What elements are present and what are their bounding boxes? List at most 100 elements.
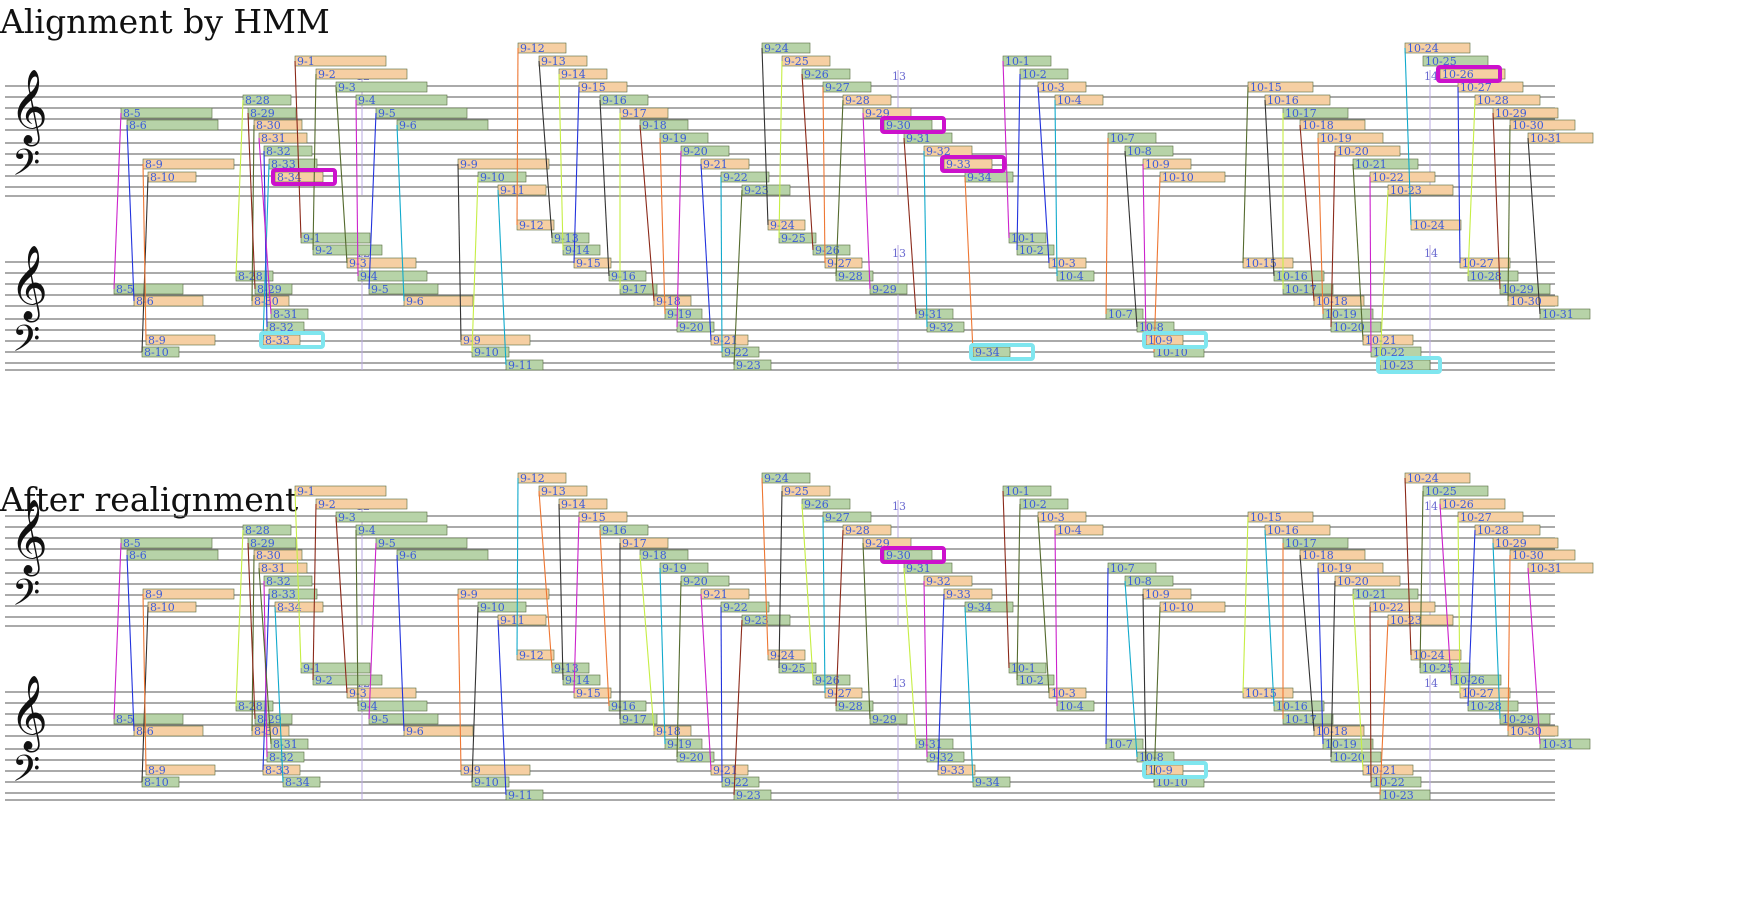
performance-note-label: 10-7: [1108, 308, 1133, 321]
performance-note-label: 9-24: [770, 219, 795, 232]
extra-note-highlight: [1142, 761, 1208, 779]
score-note-label: 10-19: [1320, 562, 1352, 575]
score-note-label: 9-5: [378, 107, 396, 120]
alignment-line: [274, 606, 284, 783]
alignment-line: [1037, 516, 1050, 694]
score-note-label: 9-14: [561, 68, 586, 81]
score-note-label: 8-29: [250, 537, 275, 550]
performance-note-label: 8-9: [148, 334, 166, 347]
performance-note-label: 8-33: [265, 764, 290, 777]
performance-note-label: 9-20: [679, 321, 704, 334]
alignment-line: [355, 99, 359, 277]
performance-note-label: 9-28: [838, 270, 863, 283]
alignment-line: [1330, 580, 1336, 758]
score-note-label: 10-26: [1442, 68, 1474, 81]
alignment-line: [1404, 47, 1412, 226]
panel-title-realigned: After realignment: [0, 480, 299, 519]
bass-clef-icon: 𝄢: [12, 142, 40, 193]
alignment-line: [497, 189, 507, 366]
performance-note-label: 10-4: [1059, 700, 1084, 713]
score-note-label: 9-26: [804, 498, 829, 511]
performance-note-label: 9-22: [724, 346, 749, 359]
alignment-line: [251, 554, 255, 732]
alignment-line: [558, 503, 564, 681]
alignment-line: [923, 150, 928, 328]
alignment-line: [1404, 477, 1412, 656]
measure-number: 14: [1424, 247, 1438, 260]
score-note-label: 10-30: [1512, 119, 1544, 132]
score-note-label: 10-15: [1250, 81, 1282, 94]
alignment-line: [1507, 124, 1511, 302]
score-note-label: 10-20: [1337, 145, 1369, 158]
alignment-line: [1507, 554, 1511, 732]
score-note-label: 9-19: [662, 132, 687, 145]
alignment-line: [335, 516, 348, 694]
score-note-label: 10-7: [1110, 132, 1135, 145]
performance-note-label: 9-21: [713, 764, 738, 777]
score-note-label: 8-10: [150, 171, 175, 184]
score-note-label: 10-15: [1250, 511, 1282, 524]
measure-number: 14: [1424, 677, 1438, 690]
alignment-line: [516, 47, 519, 226]
performance-note-label: 9-2: [315, 244, 333, 257]
score-note-label: 9-12: [520, 42, 545, 55]
score-note-label: 9-26: [804, 68, 829, 81]
alignment-line: [113, 542, 122, 720]
performance-note-label: 10-19: [1325, 308, 1357, 321]
performance-note-label: 10-23: [1382, 359, 1414, 372]
alignment-line: [1352, 593, 1364, 771]
performance-note-label: 10-25: [1422, 662, 1454, 675]
performance-note-label: 9-25: [781, 662, 806, 675]
performance-note-label: 10-24: [1413, 219, 1445, 232]
performance-note-label: 9-21: [713, 334, 738, 347]
score-note-label: 9-12: [520, 472, 545, 485]
measure-number: 13: [892, 247, 906, 260]
alignment-line: [1439, 503, 1452, 681]
alignment-line: [1153, 606, 1161, 783]
score-note-label: 8-31: [261, 132, 286, 145]
score-note-label: 10-16: [1267, 94, 1299, 107]
alignment-line: [720, 176, 723, 353]
performance-note-label: 10-10: [1156, 776, 1188, 789]
performance-note-label: 9-11: [508, 789, 533, 802]
score-note-label: 8-30: [256, 549, 281, 562]
score-note-label: 10-21: [1355, 158, 1387, 171]
performance-note-label: 9-1: [303, 232, 321, 245]
performance-note-label: 10-29: [1502, 283, 1534, 296]
performance-note-label: 10-20: [1333, 321, 1365, 334]
score-note-label: 9-20: [683, 575, 708, 588]
alignment-line: [1124, 150, 1138, 328]
score-note-label: 9-2: [318, 68, 336, 81]
alignment-line: [1369, 176, 1372, 353]
alignment-line: [457, 163, 462, 341]
alignment-line: [1379, 189, 1389, 366]
score-note-label: 9-11: [500, 614, 525, 627]
alignment-line: [1492, 112, 1501, 290]
score-note-label: 10-17: [1285, 537, 1317, 550]
treble-clef-icon: 𝄞: [10, 676, 48, 753]
performance-note-label: 9-11: [508, 359, 533, 372]
alignment-line: [964, 176, 974, 353]
score-note-label: 10-24: [1407, 42, 1439, 55]
score-note-label: 9-25: [784, 485, 809, 498]
score-note-label: 10-27: [1460, 81, 1492, 94]
alignment-line: [720, 606, 723, 783]
performance-note-label: 9-17: [622, 283, 647, 296]
score-note-label: 10-28: [1477, 524, 1509, 537]
alignment-line: [862, 542, 871, 720]
alignment-line: [497, 619, 507, 796]
alignment-line: [1419, 490, 1424, 669]
performance-note-label: 10-10: [1156, 346, 1188, 359]
alignment-line: [1242, 86, 1249, 264]
score-note-label: 10-1: [1005, 55, 1030, 68]
alignment-line: [1264, 99, 1275, 277]
alignment-line: [1105, 567, 1109, 745]
performance-note-label: 10-17: [1285, 283, 1317, 296]
score-note-label: 9-22: [723, 171, 748, 184]
performance-note-label: 9-10: [474, 346, 499, 359]
performance-note-label: 10-23: [1382, 789, 1414, 802]
score-note-label: 9-31: [906, 562, 931, 575]
score-note-label: 10-31: [1530, 132, 1562, 145]
performance-note-label: 9-20: [679, 751, 704, 764]
